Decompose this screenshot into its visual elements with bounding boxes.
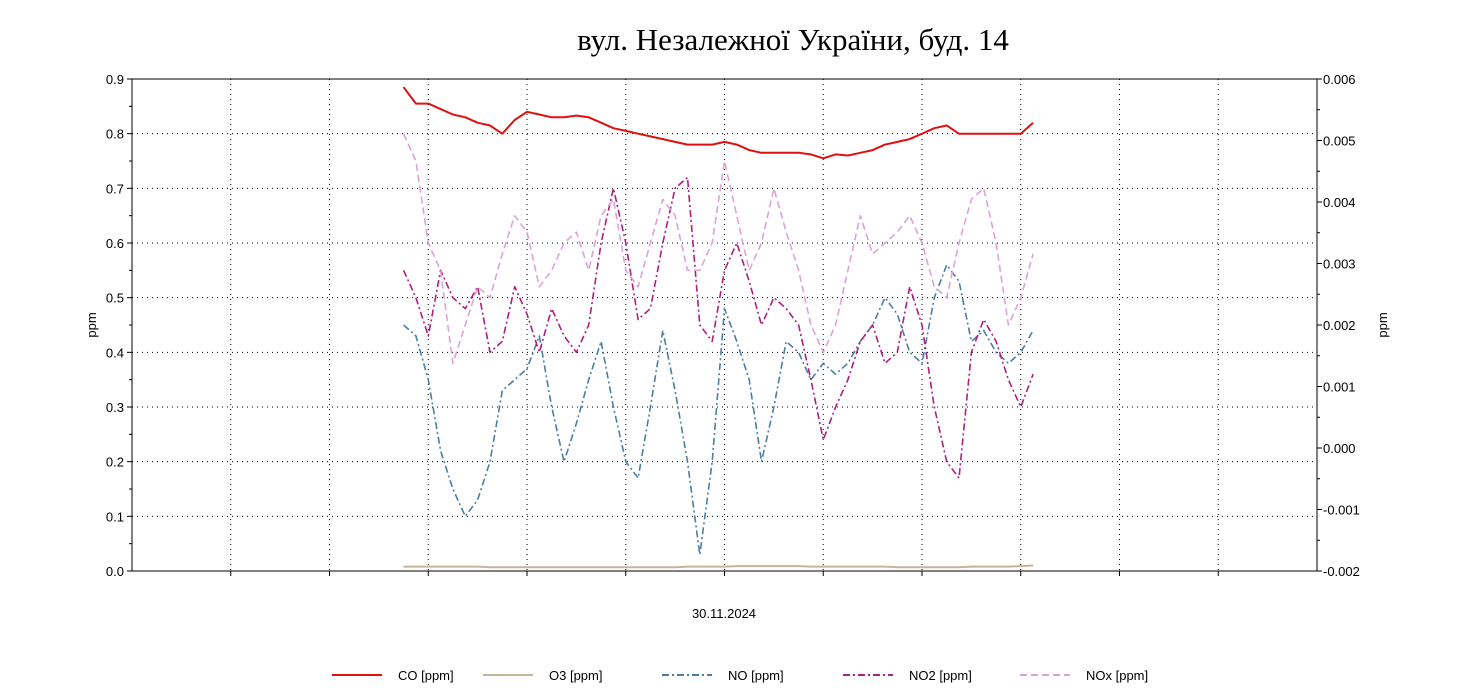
y-tick-label: 0.0 xyxy=(106,564,124,579)
legend-label-o3: O3 [ppm] xyxy=(549,668,602,683)
y-tick-label: 0.4 xyxy=(106,345,124,360)
y2-tick-label: 0.000 xyxy=(1323,441,1356,456)
series-line-nox xyxy=(402,133,1034,365)
y-axis-label: ppm xyxy=(84,312,99,337)
legend-label-nox: NOx [ppm] xyxy=(1086,668,1148,683)
legend-label-no: NO [ppm] xyxy=(728,668,784,683)
y-tick-label: 0.8 xyxy=(106,127,124,142)
series-line-no2 xyxy=(402,176,1034,479)
y2-tick-label: -0.001 xyxy=(1323,503,1360,518)
y2-tick-label: 0.002 xyxy=(1323,318,1356,333)
series-line-no xyxy=(403,264,1034,556)
y2-tick-label: 0.006 xyxy=(1323,72,1356,87)
series-line-co xyxy=(402,86,1034,160)
y2-axis-label: ppm xyxy=(1375,312,1390,337)
legend: CO [ppm] O3 [ppm] NO [ppm] NO2 [ppm] NOx [pp… xyxy=(332,668,1148,683)
y-tick-label: 0.2 xyxy=(106,455,124,470)
y-tick-label: 0.6 xyxy=(106,236,124,251)
y-tick-label: 0.3 xyxy=(106,400,124,415)
y2-tick-label: 0.004 xyxy=(1323,195,1356,210)
grid xyxy=(132,79,1317,571)
x-axis-label: 30.11.2024 xyxy=(692,606,756,621)
y2-tick-label: 0.003 xyxy=(1323,257,1356,272)
chart-title: вул. Незалежної України, буд. 14 xyxy=(577,22,1009,57)
y2-tick-label: 0.001 xyxy=(1323,380,1356,395)
y-tick-label: 0.5 xyxy=(106,291,124,306)
series-group xyxy=(402,86,1034,569)
y-tick-label: 0.1 xyxy=(106,509,124,524)
series-line-o3 xyxy=(403,564,1034,569)
y2-tick-label: 0.005 xyxy=(1323,134,1356,149)
y-tick-label: 0.9 xyxy=(106,72,124,87)
axes: 0.0 0.1 0.2 0.3 0.4 0.5 0.6 0.7 0.8 0.9 -0.002 -0.0… xyxy=(106,72,1360,579)
legend-label-no2: NO2 [ppm] xyxy=(909,668,972,683)
y-tick-label: 0.7 xyxy=(106,181,124,196)
legend-label-co: CO [ppm] xyxy=(398,668,454,683)
y2-tick-label: -0.002 xyxy=(1323,564,1360,579)
